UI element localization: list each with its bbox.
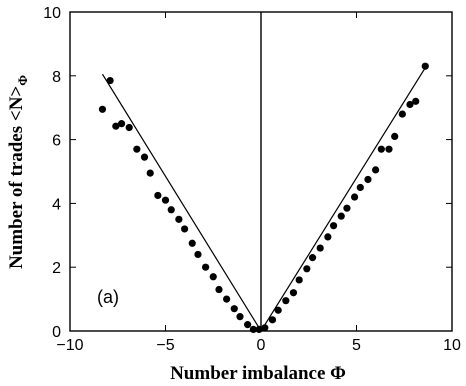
data-point: [188, 239, 196, 247]
y-tick-labels: 0 2 4 6 8 10: [43, 5, 61, 341]
data-point: [295, 276, 303, 284]
y-tick-label: 8: [52, 69, 61, 86]
data-point: [316, 244, 324, 252]
y-tick-label: 2: [52, 260, 61, 277]
y-axis-label-main: Number of trades <N>: [6, 86, 27, 269]
data-point: [230, 305, 238, 313]
x-tick-label: 10: [443, 337, 461, 354]
data-point: [398, 110, 406, 118]
y-axis-label: Number of trades <N>Φ: [6, 75, 30, 269]
data-point: [146, 169, 154, 177]
data-point: [112, 122, 120, 130]
data-point: [377, 145, 385, 153]
data-point: [356, 183, 364, 192]
y-tick-label: 6: [52, 133, 61, 150]
y-tick-label: 0: [52, 324, 61, 341]
x-tick-labels: −10 −5 0 5 10: [56, 337, 461, 354]
data-point: [385, 145, 393, 153]
data-point: [223, 295, 231, 303]
data-point: [406, 100, 414, 109]
data-point: [303, 265, 311, 273]
x-tick-label: 5: [352, 337, 361, 354]
data-point: [125, 123, 133, 132]
x-tick-label: 0: [257, 337, 266, 354]
data-point: [364, 175, 372, 184]
data-point: [175, 215, 183, 223]
data-point: [274, 306, 282, 314]
x-tick-label: −10: [56, 337, 83, 354]
data-point: [350, 193, 359, 201]
data-point: [412, 97, 420, 105]
data-point: [289, 289, 298, 297]
x-tick-label: −5: [156, 337, 174, 354]
data-point: [215, 285, 223, 294]
data-point: [117, 120, 126, 128]
y-tick-label: 10: [43, 5, 61, 22]
data-point: [261, 324, 269, 332]
data-point: [308, 254, 317, 262]
data-point: [98, 105, 107, 113]
data-point: [202, 263, 210, 271]
data-point: [329, 222, 338, 230]
data-point: [268, 316, 277, 324]
data-point: [282, 297, 290, 305]
data-point: [133, 145, 141, 153]
data-point: [391, 132, 399, 141]
fit-line: [101, 64, 428, 333]
panel-annotation: (a): [97, 287, 119, 307]
plot-frame: [69, 11, 453, 332]
data-point: [181, 225, 189, 233]
data-point: [106, 76, 114, 85]
y-tick-label: 4: [52, 196, 61, 213]
data-point: [209, 273, 217, 281]
data-point: [236, 313, 244, 321]
data-point: [337, 212, 345, 220]
data-point: [154, 191, 162, 200]
data-point: [167, 206, 175, 214]
data-point: [140, 153, 149, 161]
x-axis-label: Number imbalance Φ: [170, 363, 346, 384]
data-point: [372, 166, 380, 174]
data-point: [194, 250, 202, 259]
data-point: [343, 204, 351, 212]
data-point: [161, 196, 170, 204]
data-point: [244, 321, 252, 329]
y-axis-label-subscript: Φ: [15, 75, 30, 86]
data-point: [324, 233, 332, 241]
data-points: [98, 62, 429, 334]
data-point: [421, 62, 429, 70]
